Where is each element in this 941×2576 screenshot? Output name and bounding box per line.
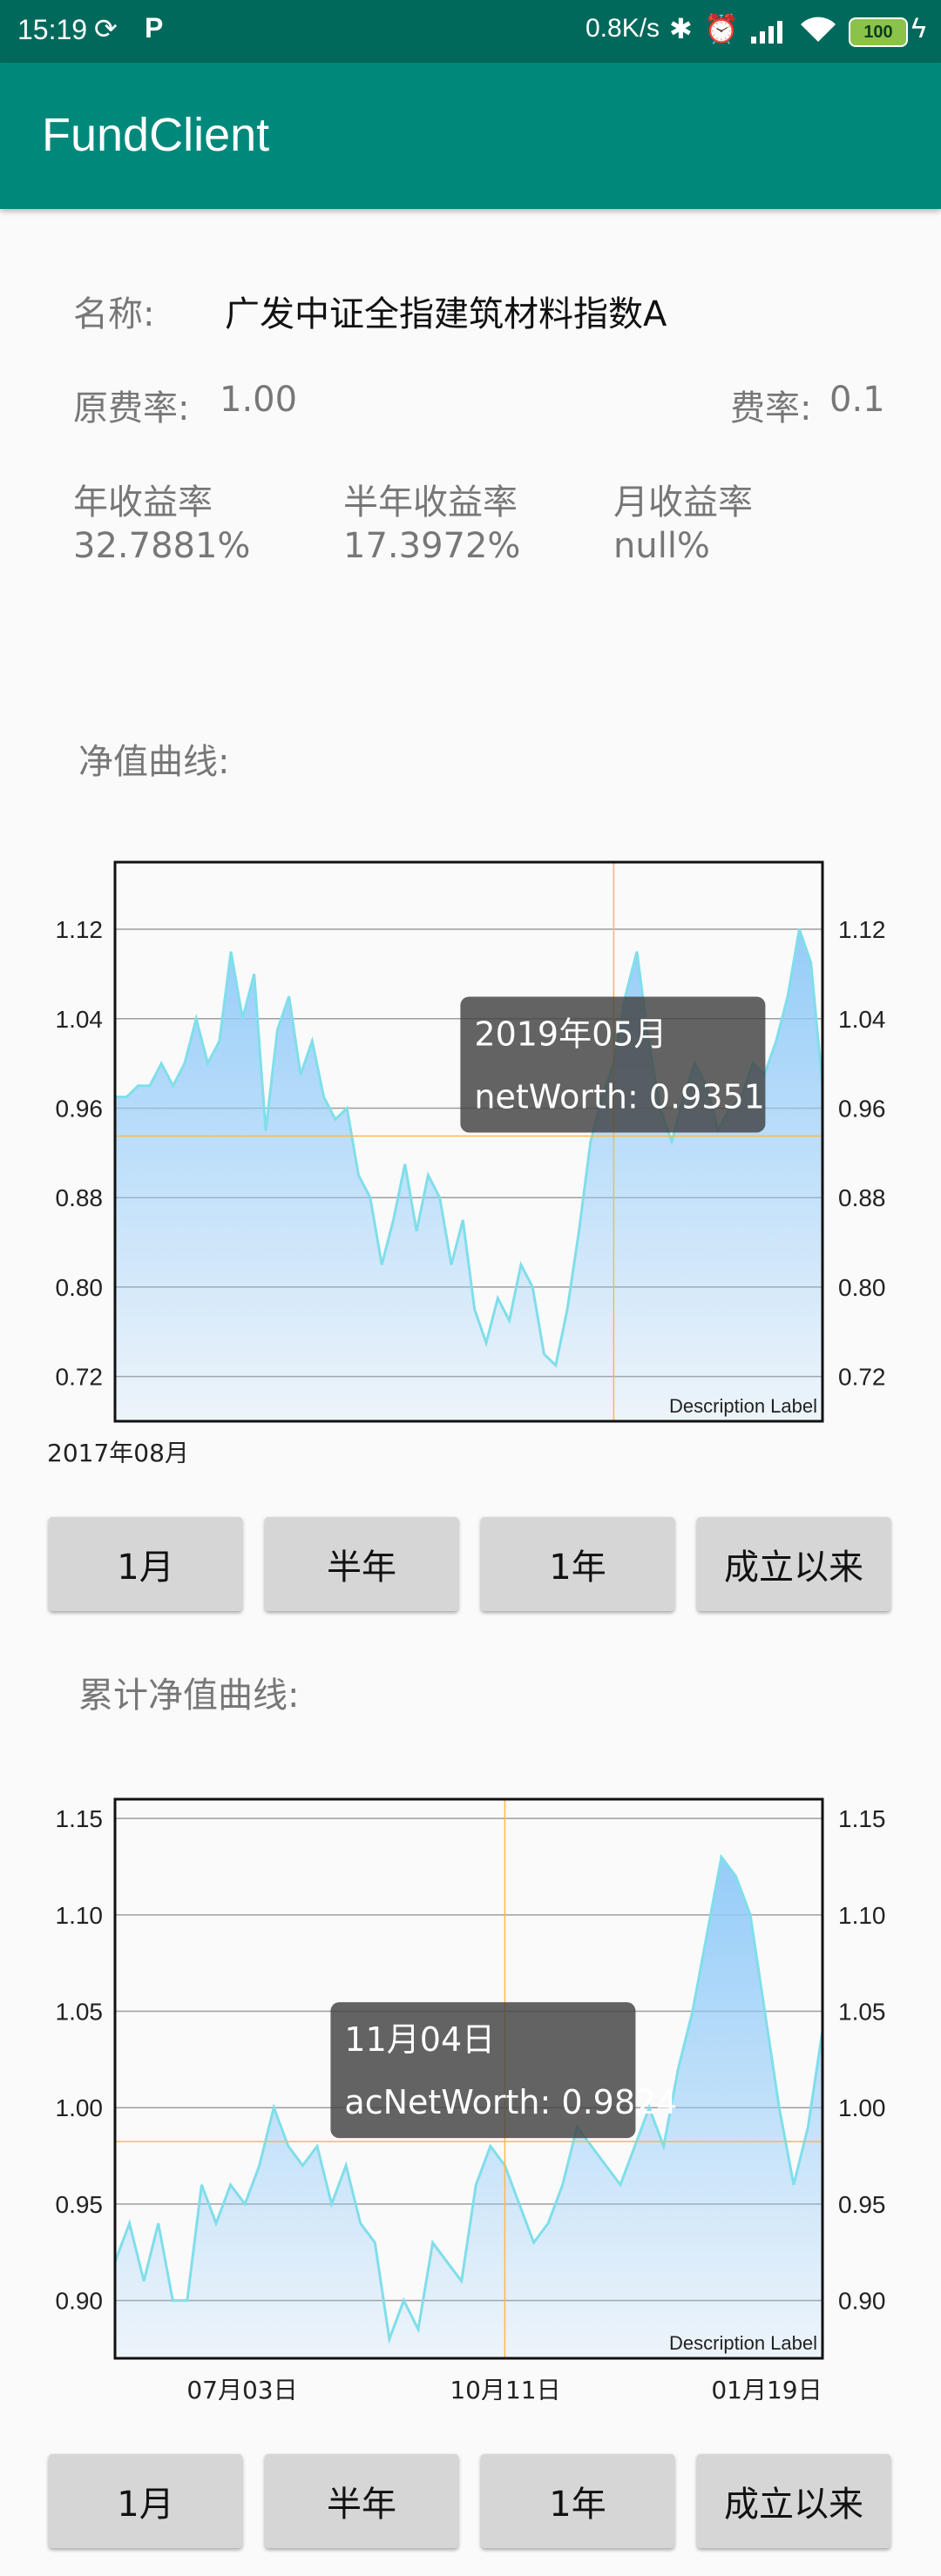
x-tick-label: 2017年08月 [47,1439,189,1463]
acc-net-worth-chart[interactable]: 1.15 1.15 1.10 1.10 1.05 1.05 1.00 1.00 0.95 0.95… [0,1773,941,2400]
y-tick-label-left: 0.72 [56,1364,104,1391]
tooltip-box [460,996,766,1133]
tooltip-value: acNetWorth: 0.9824 [344,2083,677,2121]
month-return-label: 月收益率 [613,482,753,523]
y-tick-label-left: 0.96 [56,1095,104,1122]
half-year-return-label: 半年收益率 [343,482,518,523]
y-tick-label-left: 0.88 [56,1184,104,1211]
y-tick-label-right: 1.04 [838,1006,886,1033]
y-tick-label-right: 0.72 [838,1364,886,1391]
net-range-all-button[interactable]: 成立以来 [697,1517,890,1611]
tooltip-date: 2019年05月 [474,1015,667,1053]
y-tick-label-left: 1.15 [56,1805,104,1832]
y-tick-label-left: 1.10 [56,1902,104,1929]
charging-icon: ϟ [911,12,926,44]
chart-description-label: Description Label [669,2332,817,2354]
name-label: 名称: [73,294,155,334]
y-tick-label-right: 1.12 [838,916,886,943]
y-tick-label-right: 0.80 [838,1274,886,1301]
x-tick-label: 07月03日 [186,2376,297,2400]
y-tick-label-left: 1.00 [56,2094,104,2121]
y-tick-label-right: 0.95 [838,2191,886,2218]
acc-range-all-button[interactable]: 成立以来 [697,2454,890,2548]
net-worth-chart[interactable]: 1.12 1.12 1.04 1.04 0.96 0.96 0.88 0.88 0.80 0.80… [0,836,941,1463]
status-time: 15:19 [17,14,88,45]
x-tick-label: 10月11日 [450,2376,560,2400]
orig-fee-value: 1.00 [220,380,298,420]
acc-net-worth-section-title: 累计净值曲线: [78,1676,300,1716]
y-tick-label-left: 0.90 [56,2288,104,2315]
signal-icon [751,21,782,44]
area-fill [115,1857,823,2358]
y-tick-label-left: 0.80 [56,1274,104,1301]
y-tick-label-right: 1.15 [838,1805,886,1832]
app-bar: FundClient [0,63,941,209]
net-worth-section-title: 净值曲线: [78,742,230,782]
y-tick-label-right: 0.96 [838,1095,886,1122]
fund-name: 广发中证全指建筑材料指数A [225,294,667,334]
series-line [113,1853,824,2344]
net-range-1month-button[interactable]: 1月 [49,1517,242,1611]
y-tick-label-left: 1.12 [56,916,104,943]
y-tick-label-left: 1.04 [56,1006,104,1033]
month-return-value: null% [613,526,710,566]
y-tick-label-right: 1.05 [838,1999,886,2026]
chart-frame [113,1797,824,2360]
wifi-icon [801,17,836,42]
sync-icon: ⟳ [94,13,118,44]
year-return-label: 年收益率 [73,482,213,523]
y-tick-label-right: 0.90 [838,2288,886,2315]
y-tick-label-right: 1.10 [838,1902,886,1929]
status-bar: 15:19 ⟳ P 0.8K/s ✱ ⏰ 100 ϟ [0,0,941,63]
chart-frame [113,860,824,1423]
network-speed: 0.8K/s [586,14,660,43]
y-tick-label-left: 1.05 [56,1999,104,2026]
acc-range-1year-button[interactable]: 1年 [481,2454,674,2548]
alarm-icon: ⏰ [704,13,739,44]
orig-fee-label: 原费率: [73,388,190,428]
y-tick-label-right: 1.00 [838,2094,886,2121]
fee-label: 费率: [730,388,812,428]
net-range-1year-button[interactable]: 1年 [481,1517,674,1611]
y-tick-label-left: 0.95 [56,2191,104,2218]
tooltip-box [330,2002,636,2139]
net-range-halfyear-button[interactable]: 半年 [265,1517,458,1611]
acc-range-1month-button[interactable]: 1月 [49,2454,242,2548]
y-tick-label-right: 0.88 [838,1184,886,1211]
half-year-return-value: 17.3972% [343,526,521,566]
year-return-value: 32.7881% [73,526,251,566]
acc-range-halfyear-button[interactable]: 半年 [265,2454,458,2548]
battery-icon: 100 [849,17,908,47]
tooltip-value: netWorth: 0.9351 [474,1077,764,1116]
bluetooth-icon: ✱ [669,13,693,44]
app-title: FundClient [42,109,270,161]
chart-description-label: Description Label [669,1395,817,1417]
parking-icon: P [145,12,164,44]
fee-value: 0.1 [829,380,885,420]
tooltip-date: 11月04日 [344,2020,495,2059]
x-tick-label: 01月19日 [711,2376,822,2400]
